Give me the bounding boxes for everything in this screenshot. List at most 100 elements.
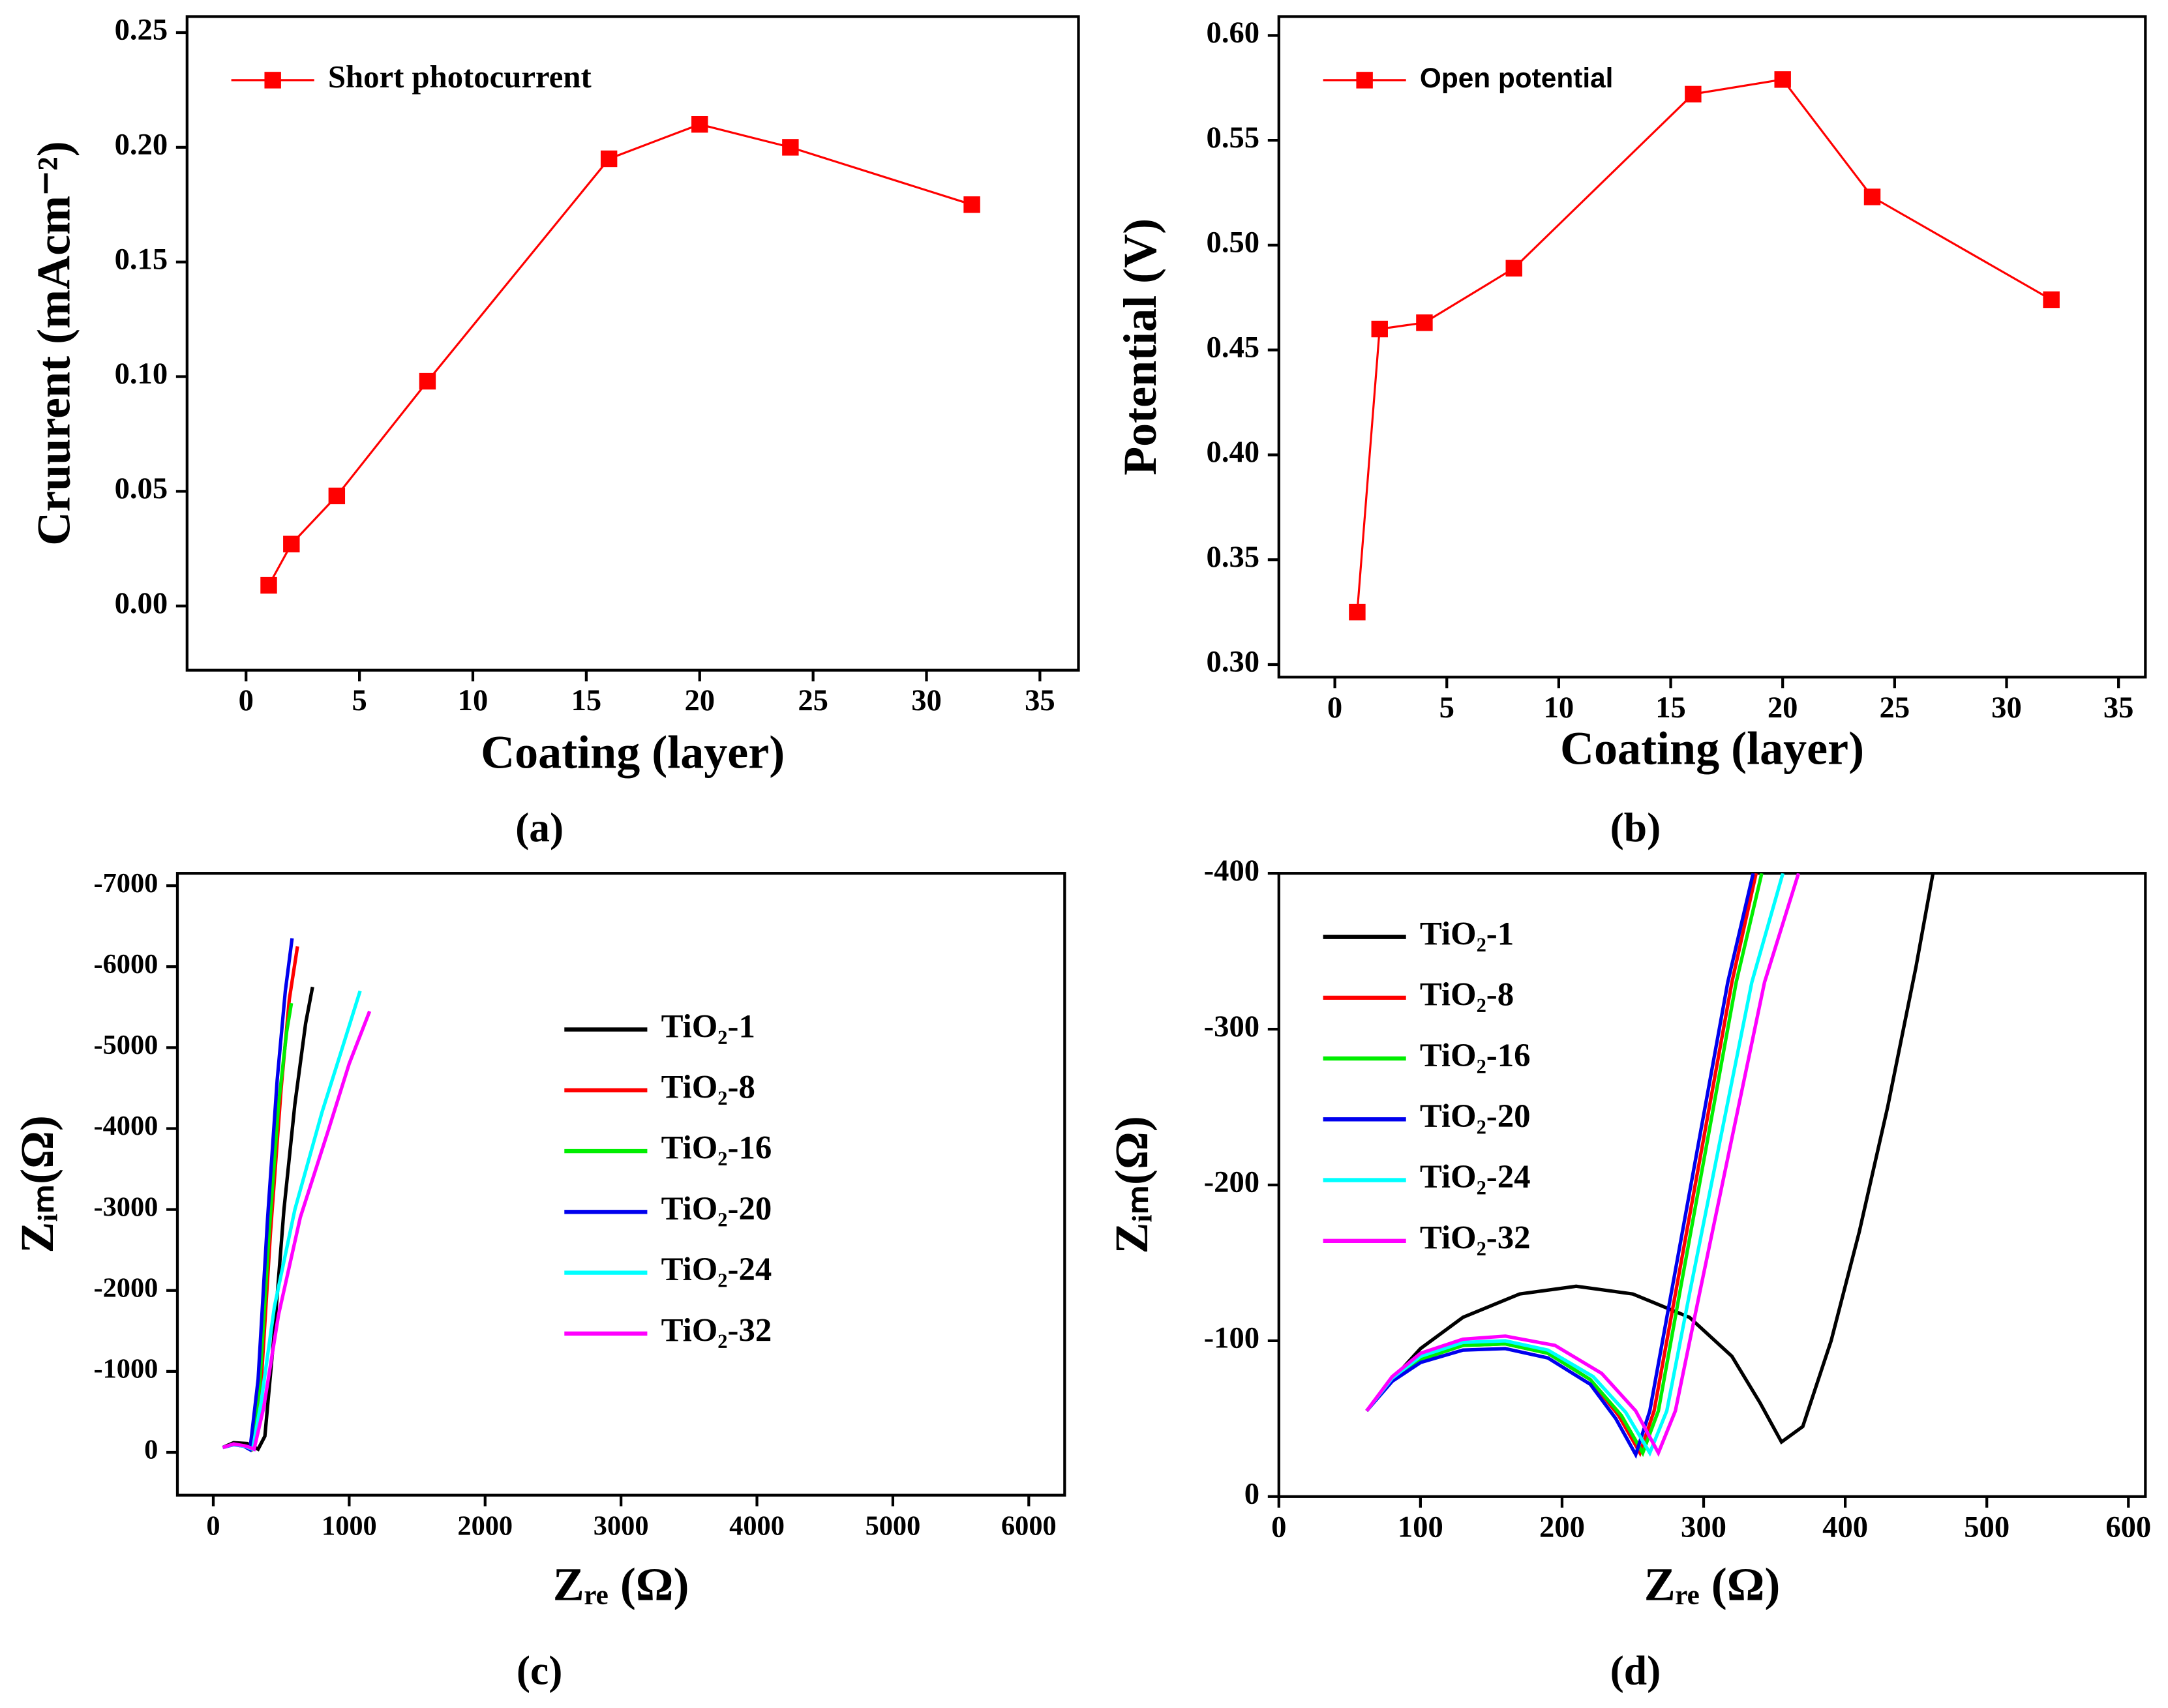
x-tick-label: 400 [1822,1510,1868,1544]
plot-frame [185,15,1080,672]
x-axis-label: Zᵣₑ (Ω) [553,1558,689,1610]
y-tick-label: 0.20 [115,128,168,162]
x-tick-label: 3000 [594,1510,649,1541]
x-tick-label: 4000 [729,1510,785,1541]
y-tick-label: 0.60 [1207,16,1260,50]
data-point [328,487,346,505]
y-tick-label: 0.00 [115,586,168,620]
y-tick-label: 0.35 [1207,540,1260,574]
legend-label: TiO₂-16 [1420,1037,1531,1073]
x-tick-label: 100 [1398,1510,1443,1544]
legend-label: TiO₂-20 [661,1190,772,1227]
y-tick-label: -200 [1204,1165,1259,1199]
x-axis-label: Coating (layer) [1560,722,1864,774]
x-tick-label: 25 [798,683,828,717]
data-point [2043,291,2060,308]
y-tick-label: 0 [144,1435,158,1465]
y-tick-label: 0.45 [1207,330,1260,364]
plot-frame [1277,15,2147,679]
x-tick-label: 15 [571,683,602,717]
x-tick-label: 5 [1439,691,1454,725]
y-tick-label: -300 [1204,1010,1259,1043]
x-tick-label: 30 [911,683,942,717]
y-axis-label: Zᵢₘ(Ω) [1106,1116,1158,1253]
data-point [963,196,980,213]
legend-label: TiO₂-24 [1420,1158,1531,1195]
x-tick-label: 6000 [1001,1510,1057,1541]
legend-label: TiO₂-24 [661,1251,772,1287]
y-axis-label: Cruurent (mAcm⁻²) [27,141,80,545]
data-point [1505,260,1522,277]
data-point [1371,320,1388,338]
y-tick-label: 0.30 [1207,645,1260,679]
panel-caption: (d) [1610,1647,1661,1694]
x-tick-label: 500 [1964,1510,2010,1544]
panel-caption: (b) [1610,804,1661,850]
legend-label: TiO₂-1 [661,1008,755,1044]
legend-label: TiO₂-20 [1420,1098,1531,1134]
y-tick-label: -400 [1204,854,1259,888]
legend-label: TiO₂-8 [1420,976,1514,1013]
x-tick-label: 15 [1655,691,1686,725]
x-tick-label: 35 [1025,683,1055,717]
data-point [419,372,436,390]
x-axis-label: Zᵣₑ (Ω) [1644,1558,1781,1610]
data-line [222,938,294,1452]
panel-caption: (a) [515,804,564,850]
x-tick-label: 25 [1880,691,1910,725]
data-point [1774,71,1791,88]
y-tick-label: -6000 [93,949,158,980]
data-point [1416,314,1433,331]
y-tick-label: -3000 [93,1191,158,1222]
data-point [1685,85,1702,103]
data-line [1365,873,1785,1457]
data-line [1365,873,1801,1458]
x-tick-label: 1000 [322,1510,377,1541]
data-point [1863,188,1881,205]
x-tick-label: 10 [1544,691,1574,725]
y-tick-label: 0.50 [1207,226,1260,260]
legend-label: Short photocurrent [328,59,592,95]
data-point [1349,603,1366,621]
x-tick-label: 10 [458,683,489,717]
y-tick-label: -100 [1204,1321,1259,1355]
x-tick-label: 20 [1768,691,1798,725]
y-tick-label: -7000 [93,868,158,899]
y-tick-label: 0.25 [115,13,168,47]
data-line [1365,873,1935,1445]
data-point [260,577,277,594]
x-tick-label: 35 [2103,691,2134,725]
legend-label: TiO₂-32 [1420,1219,1531,1255]
data-line [222,986,314,1452]
legend-label: TiO₂-8 [661,1069,755,1105]
legend-marker [1356,72,1373,89]
data-line [267,123,972,586]
x-tick-label: 0 [1327,691,1342,725]
x-tick-label: 5 [352,683,367,717]
y-tick-label: -4000 [93,1111,158,1141]
legend-label: TiO₂-1 [1420,915,1514,951]
data-point [283,535,300,552]
x-tick-label: 200 [1539,1510,1585,1544]
x-tick-label: 30 [1991,691,2022,725]
x-tick-label: 600 [2105,1510,2151,1544]
legend-label: Open potential [1420,63,1614,93]
x-tick-label: 0 [1271,1510,1286,1544]
y-axis-label: Potential (V) [1114,218,1166,475]
y-tick-label: 0.05 [115,472,168,505]
legend-label: TiO₂-32 [661,1311,772,1348]
y-tick-label: 0 [1244,1477,1259,1511]
y-tick-label: -1000 [93,1354,158,1385]
data-line [1356,78,2053,612]
y-axis-label: Zᵢₘ(Ω) [11,1115,63,1253]
data-line [1365,873,1764,1458]
legend-marker [264,72,281,89]
legend-label: TiO₂-16 [661,1130,772,1166]
data-line [222,1010,372,1452]
y-tick-label: 0.10 [115,357,168,391]
x-tick-label: 20 [684,683,715,717]
x-tick-label: 5000 [866,1510,921,1541]
panel-caption: (c) [517,1647,563,1694]
